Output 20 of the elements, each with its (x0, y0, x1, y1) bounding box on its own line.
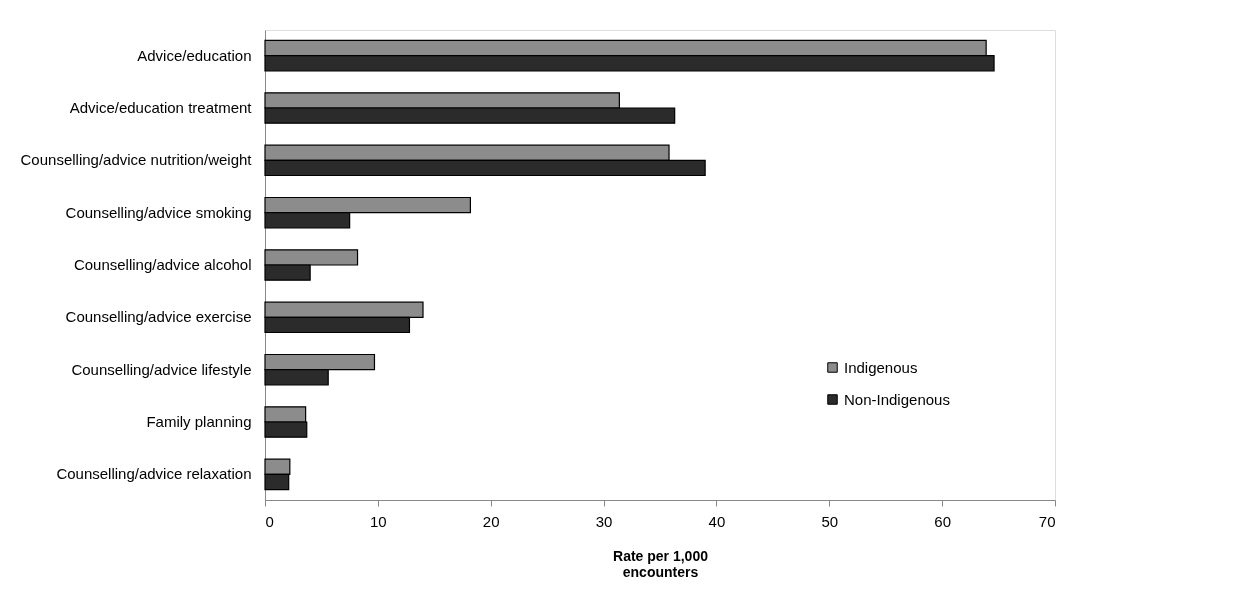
x-tick-label: 20 (482, 512, 500, 530)
y-tick-label: Counselling/advice exercise (65, 308, 252, 326)
y-tick-label: Counselling/advice alcohol (73, 256, 252, 273)
x-tick-label: 50 (821, 512, 839, 530)
y-tick-label: Family planning (146, 413, 252, 431)
x-tick-label: 0 (265, 512, 274, 530)
y-tick-label: Counselling/advice nutrition/weight (20, 151, 253, 169)
legend-label: Non-Indigenous (844, 390, 950, 408)
x-tick-label: 60 (934, 512, 951, 530)
x-tick-label: 70 (1038, 512, 1056, 530)
x-tick-label: 10 (370, 512, 387, 530)
y-tick-label: Advice/education treatment (69, 98, 253, 116)
y-tick-label: Advice/education (137, 46, 252, 64)
y-tick-label: Counselling/advice smoking (65, 203, 252, 221)
x-tick-label: 40 (708, 512, 726, 530)
x-tick-label: 30 (595, 512, 613, 530)
y-tick-label: Counselling/advice lifestyle (71, 360, 252, 378)
legend-label: Indigenous (844, 358, 918, 376)
y-tick-label: Counselling/advice relaxation (56, 465, 252, 483)
x-axis-title: Rate per 1,000 encounters (613, 547, 709, 580)
